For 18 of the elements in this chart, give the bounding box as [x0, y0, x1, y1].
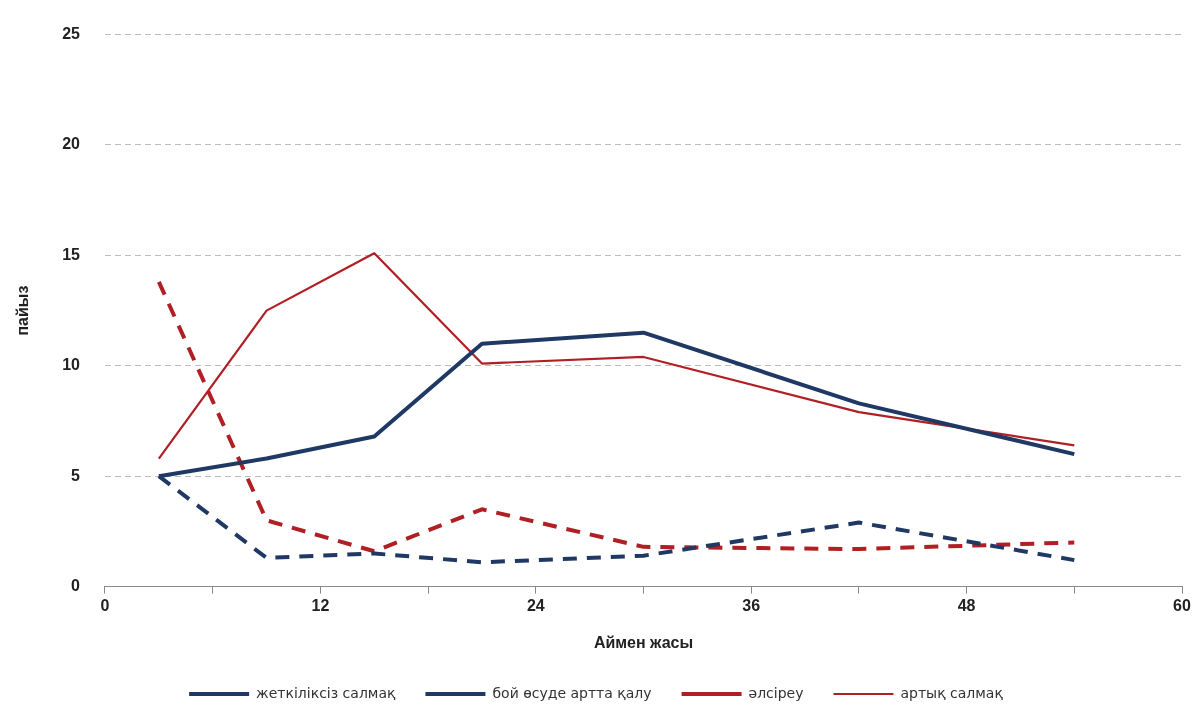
legend-label: жеткіліксіз салмақ [256, 684, 396, 701]
y-axis-title: пайыз [14, 285, 32, 336]
legend-label: әлсіреу [748, 684, 804, 701]
x-axis-title: Аймен жасы [593, 633, 694, 651]
legend-label: бой өсуде артта қалу [492, 684, 652, 701]
x-tick-label: 36 [742, 596, 761, 614]
x-tick-label: 12 [311, 596, 330, 614]
y-tick-label: 5 [71, 466, 81, 484]
y-tick-label: 15 [62, 245, 81, 263]
x-tick-label: 24 [526, 596, 545, 614]
x-tick-label: 0 [100, 596, 110, 614]
legend-label: артық салмақ [900, 684, 1004, 701]
y-tick-label: 25 [62, 25, 81, 43]
y-tick-label: 20 [62, 135, 81, 153]
y-tick-label: 10 [62, 356, 81, 374]
y-tick-label: 0 [71, 577, 81, 595]
x-tick-label: 48 [957, 596, 976, 614]
x-tick-label: 60 [1173, 596, 1191, 614]
